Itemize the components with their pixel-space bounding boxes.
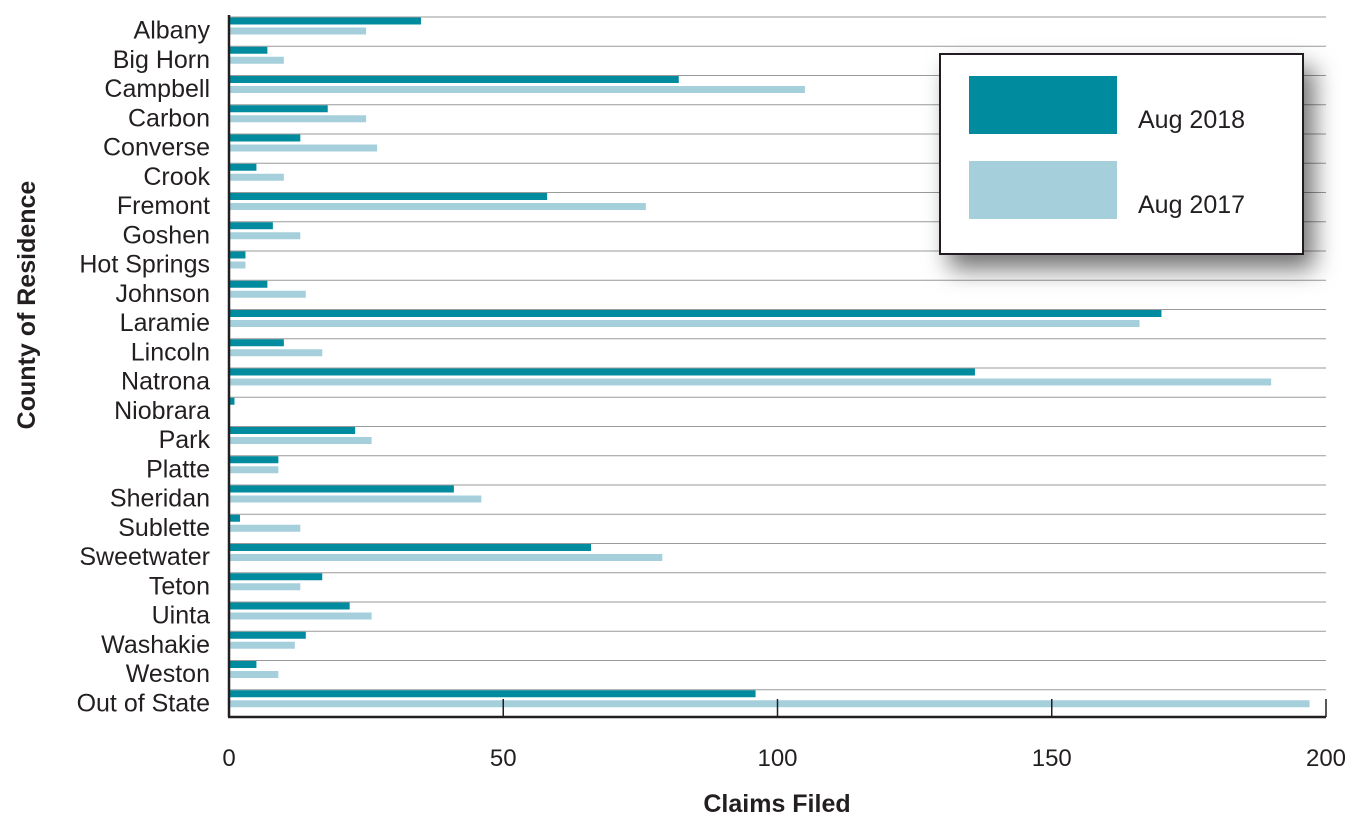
- bar-aug-2017-platte: [229, 466, 279, 474]
- bar-aug-2017-out-of-state: [229, 700, 1310, 708]
- bar-aug-2018-campbell: [229, 76, 679, 83]
- category-label-natrona: Natrona: [121, 368, 210, 396]
- bar-aug-2017-sweetwater: [229, 554, 663, 561]
- bar-aug-2017-goshen: [229, 232, 301, 240]
- x-tick-label-150: 150: [1032, 745, 1072, 772]
- bar-aug-2018-sublette: [229, 514, 240, 522]
- bar-aug-2018-teton: [229, 573, 323, 581]
- axes: [227, 15, 1327, 719]
- category-label-johnson: Johnson: [115, 280, 210, 308]
- x-tick-label-50: 50: [490, 745, 517, 772]
- bar-aug-2017-carbon: [229, 115, 367, 123]
- category-label-platte: Platte: [146, 455, 210, 483]
- category-label-park: Park: [159, 426, 211, 454]
- bar-aug-2018-uinta: [229, 602, 350, 610]
- category-label-niobrara: Niobrara: [114, 397, 210, 425]
- legend-label-aug-2018: Aug 2018: [1138, 106, 1245, 134]
- bar-aug-2018-lincoln: [229, 339, 284, 347]
- bar-aug-2018-niobrara: [229, 397, 235, 405]
- bar-aug-2018-big-horn: [229, 46, 268, 54]
- x-axis-title: Claims Filed: [703, 790, 850, 818]
- bar-aug-2018-converse: [229, 134, 301, 142]
- category-label-fremont: Fremont: [117, 192, 210, 220]
- bar-aug-2017-hot-springs: [229, 261, 246, 269]
- bar-aug-2018-goshen: [229, 222, 273, 230]
- x-tick-labels: 0 50 100 150 200: [222, 745, 1346, 772]
- bar-aug-2018-carbon: [229, 105, 328, 113]
- y-axis-title: County of Residence: [13, 181, 41, 430]
- category-label-crook: Crook: [143, 163, 210, 191]
- bar-aug-2018-platte: [229, 456, 279, 464]
- legend-swatch-aug-2017: [969, 161, 1117, 219]
- bar-aug-2018-hot-springs: [229, 251, 246, 259]
- bar-aug-2017-albany: [229, 27, 367, 35]
- bar-aug-2018-sheridan: [229, 485, 454, 493]
- category-label-big-horn: Big Horn: [113, 46, 210, 74]
- legend-swatch-aug-2018: [969, 76, 1117, 134]
- bar-aug-2018-albany: [229, 17, 421, 25]
- bar-aug-2017-crook: [229, 173, 284, 181]
- bar-aug-2017-sheridan: [229, 495, 482, 503]
- legend: Aug 2018 Aug 2017: [939, 53, 1304, 255]
- category-label-lincoln: Lincoln: [131, 338, 210, 366]
- category-label-uinta: Uinta: [152, 602, 210, 630]
- category-label-converse: Converse: [103, 134, 210, 162]
- bar-aug-2017-converse: [229, 144, 378, 152]
- bar-aug-2017-sublette: [229, 524, 301, 532]
- x-tick-label-200: 200: [1306, 745, 1346, 772]
- bar-aug-2018-crook: [229, 163, 257, 171]
- category-label-teton: Teton: [149, 572, 210, 600]
- bar-aug-2018-out-of-state: [229, 690, 756, 698]
- bar-aug-2018-fremont: [229, 193, 548, 200]
- bar-aug-2017-natrona: [229, 378, 1272, 386]
- bar-aug-2018-weston: [229, 661, 257, 668]
- bar-aug-2018-natrona: [229, 368, 975, 376]
- bar-aug-2017-weston: [229, 671, 279, 678]
- gridlines: [229, 16, 1326, 691]
- bar-aug-2017-park: [229, 437, 372, 444]
- bar-aug-2018-park: [229, 427, 356, 434]
- category-label-out-of-state: Out of State: [77, 689, 210, 717]
- bar-aug-2017-washakie: [229, 641, 295, 649]
- bar-aug-2017-fremont: [229, 203, 646, 210]
- category-label-washakie: Washakie: [101, 631, 210, 659]
- bar-aug-2018-washakie: [229, 631, 306, 639]
- bars: [229, 17, 1310, 708]
- category-label-sheridan: Sheridan: [110, 485, 210, 513]
- bar-aug-2017-campbell: [229, 86, 805, 93]
- category-label-carbon: Carbon: [128, 104, 210, 132]
- category-label-weston: Weston: [126, 660, 210, 688]
- category-label-albany: Albany: [134, 17, 211, 45]
- legend-label-aug-2017: Aug 2017: [1138, 191, 1245, 219]
- bar-aug-2017-lincoln: [229, 349, 323, 357]
- bar-aug-2018-sweetwater: [229, 544, 592, 551]
- x-tick-label-0: 0: [222, 745, 235, 772]
- bar-aug-2018-johnson: [229, 280, 268, 288]
- category-label-campbell: Campbell: [104, 75, 210, 103]
- x-tick-label-100: 100: [757, 745, 797, 772]
- bar-aug-2017-uinta: [229, 612, 372, 620]
- bar-aug-2017-teton: [229, 583, 301, 591]
- bar-aug-2017-laramie: [229, 320, 1140, 327]
- bar-aug-2017-johnson: [229, 290, 306, 298]
- category-label-sublette: Sublette: [118, 514, 210, 542]
- category-label-hot-springs: Hot Springs: [79, 251, 210, 279]
- category-label-sweetwater: Sweetwater: [79, 543, 210, 571]
- bar-aug-2018-laramie: [229, 310, 1162, 317]
- category-label-laramie: Laramie: [120, 309, 210, 337]
- category-label-goshen: Goshen: [122, 221, 210, 249]
- bar-aug-2017-big-horn: [229, 56, 284, 64]
